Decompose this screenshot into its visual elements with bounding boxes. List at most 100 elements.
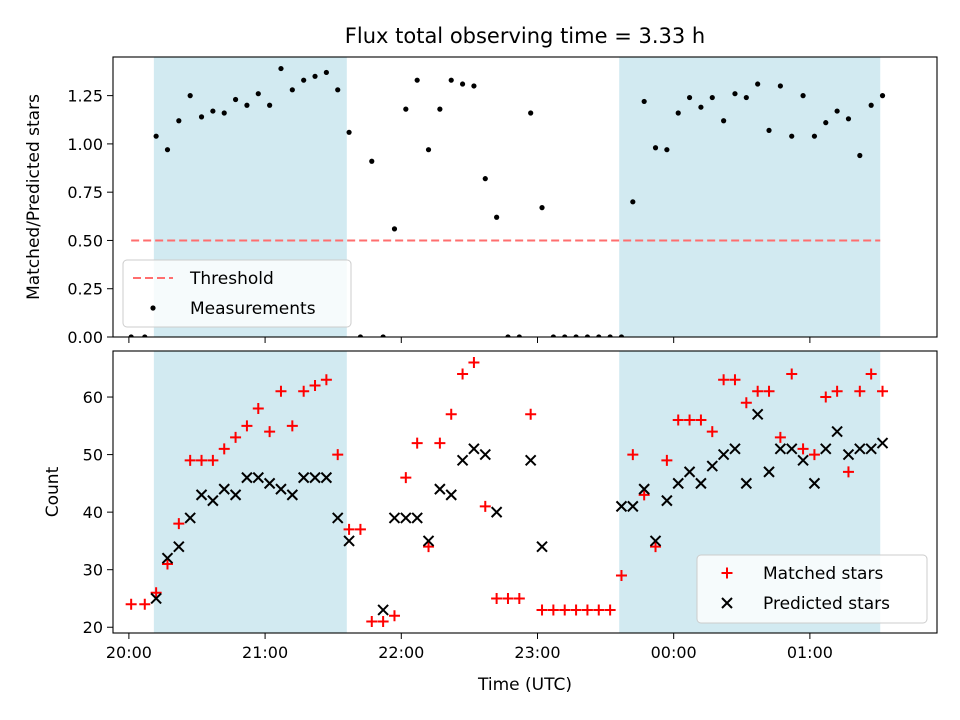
- predicted-star-point: [490, 506, 503, 518]
- predicted-star-point: [445, 489, 457, 501]
- predicted-star-point: [161, 552, 174, 564]
- predicted-star-point: [377, 604, 389, 616]
- measurement-point: [164, 147, 171, 153]
- matched-star-point: [309, 380, 321, 392]
- legend-label: Measurements: [190, 299, 316, 319]
- matched-star-point: [207, 454, 219, 466]
- predicted-star-point: [740, 477, 753, 490]
- matched-star-point: [820, 391, 832, 403]
- measurement-point: [267, 102, 273, 108]
- matched-star-point: [275, 385, 287, 397]
- measurement-point: [380, 334, 386, 337]
- count-panel: 20:00 21:00 22:00 23:00 00:00 01:00 20 30 40 50 60…: [43, 350, 938, 662]
- matched-star-point: [525, 408, 537, 420]
- measurement-point: [414, 77, 420, 83]
- measurement-point: [789, 133, 795, 139]
- predicted-star-point: [615, 500, 628, 513]
- predicted-star-point: [763, 466, 775, 478]
- legend-box: [122, 259, 352, 328]
- measurement-point: [596, 334, 602, 337]
- matched-star-point: [786, 368, 798, 380]
- measurement-point: [335, 87, 341, 93]
- predicted-star-point: [343, 535, 355, 547]
- measurement-point: [675, 110, 681, 116]
- predicted-star-point: [729, 443, 741, 455]
- matched-star-point: [196, 454, 208, 466]
- measurement-point: [516, 334, 522, 337]
- measurement-point: [550, 334, 556, 337]
- measurement-point: [800, 93, 806, 99]
- measurement-point: [128, 334, 134, 337]
- measurement-point: [630, 199, 636, 205]
- predicted-star-point: [218, 483, 230, 495]
- matched-star-point: [593, 604, 605, 616]
- measurement-point: [845, 116, 852, 122]
- predicted-star-point: [820, 443, 832, 455]
- measurement-point: [618, 334, 625, 337]
- measurement-point: [607, 334, 613, 337]
- matched-star-point: [570, 604, 582, 616]
- matched-star-point: [139, 598, 151, 610]
- measurement-point: [301, 77, 307, 83]
- predicted-star-point: [411, 512, 423, 524]
- predicted-star-point: [388, 512, 401, 524]
- predicted-star-point: [422, 535, 435, 547]
- predicted-star-point: [683, 466, 696, 478]
- matched-star-point: [684, 414, 696, 426]
- matched-star-point: [377, 615, 389, 627]
- measurement-point: [232, 96, 239, 103]
- measurement-point: [482, 176, 488, 182]
- y-tick-label: 40: [83, 503, 103, 522]
- measurement-point: [868, 102, 874, 108]
- matched-star-point: [729, 374, 741, 386]
- matched-star-point: [604, 604, 616, 616]
- matched-star-point: [581, 604, 593, 616]
- y-axis-label: Matched/Predicted stars: [24, 94, 44, 300]
- measurement-point: [641, 98, 647, 105]
- measurement-point: [448, 77, 454, 83]
- matched-star-point: [366, 615, 378, 627]
- predicted-star-point: [275, 483, 287, 495]
- y-axis-label: Count: [43, 466, 63, 517]
- matched-star-point: [252, 403, 264, 415]
- matched-star-point: [763, 385, 775, 397]
- x-tick-label: 21:00: [242, 643, 288, 662]
- x-tick-label: 20:00: [106, 643, 152, 662]
- matched-star-point: [865, 368, 877, 380]
- legend-box: [696, 554, 928, 624]
- legend-label: Threshold: [189, 269, 274, 289]
- predicted-star-point: [751, 408, 764, 421]
- predicted-star-point: [536, 540, 548, 553]
- matched-star-point: [650, 541, 662, 553]
- measurement-point: [494, 214, 500, 220]
- predicted-star-point: [876, 437, 889, 449]
- predicted-star-point: [150, 592, 162, 605]
- measurement-point: [755, 81, 761, 87]
- matched-star-point: [615, 569, 627, 581]
- measurement-point: [766, 127, 772, 133]
- matched-star-point: [434, 437, 446, 449]
- matched-star-point: [125, 598, 137, 610]
- plot-area: [125, 357, 889, 627]
- measurement-point: [879, 93, 886, 99]
- predicted-star-point: [786, 443, 798, 455]
- y-tick-label: 60: [83, 388, 103, 407]
- predicted-star-point: [524, 454, 537, 467]
- measurement-point: [732, 91, 738, 97]
- plot-area: [128, 65, 886, 337]
- measurement-point: [391, 226, 398, 232]
- x-tick-label: 22:00: [378, 643, 424, 662]
- matched-star-point: [808, 449, 820, 461]
- measurement-point: [664, 147, 670, 153]
- measurement-point: [198, 114, 205, 120]
- predicted-star-point: [468, 443, 480, 455]
- matched-star-point: [218, 443, 230, 455]
- measurement-point: [573, 334, 579, 337]
- predicted-star-point: [320, 471, 333, 484]
- legend-measurement-swatch: [150, 305, 156, 311]
- matched-star-point: [479, 500, 491, 512]
- matched-star-point: [400, 472, 412, 484]
- predicted-star-point: [173, 540, 185, 553]
- y-tick-label: 0.50: [67, 231, 103, 250]
